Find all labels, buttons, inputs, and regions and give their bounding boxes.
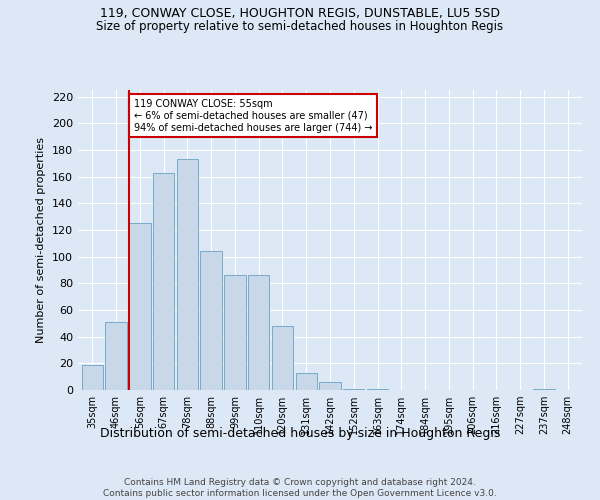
Bar: [176, 160, 198, 390]
Text: Contains HM Land Registry data © Crown copyright and database right 2024.
Contai: Contains HM Land Registry data © Crown c…: [103, 478, 497, 498]
Bar: [533, 388, 554, 390]
Bar: [153, 172, 174, 390]
Text: Size of property relative to semi-detached houses in Houghton Regis: Size of property relative to semi-detach…: [97, 20, 503, 33]
Bar: [129, 224, 151, 390]
Text: 119, CONWAY CLOSE, HOUGHTON REGIS, DUNSTABLE, LU5 5SD: 119, CONWAY CLOSE, HOUGHTON REGIS, DUNST…: [100, 8, 500, 20]
Bar: [296, 372, 317, 390]
Bar: [106, 322, 127, 390]
Bar: [248, 276, 269, 390]
Text: Distribution of semi-detached houses by size in Houghton Regis: Distribution of semi-detached houses by …: [100, 428, 500, 440]
Bar: [224, 276, 245, 390]
Bar: [200, 252, 222, 390]
Bar: [82, 364, 103, 390]
Bar: [272, 326, 293, 390]
Y-axis label: Number of semi-detached properties: Number of semi-detached properties: [37, 137, 46, 343]
Text: 119 CONWAY CLOSE: 55sqm
← 6% of semi-detached houses are smaller (47)
94% of sem: 119 CONWAY CLOSE: 55sqm ← 6% of semi-det…: [134, 100, 373, 132]
Bar: [319, 382, 341, 390]
Bar: [343, 388, 364, 390]
Bar: [367, 388, 388, 390]
